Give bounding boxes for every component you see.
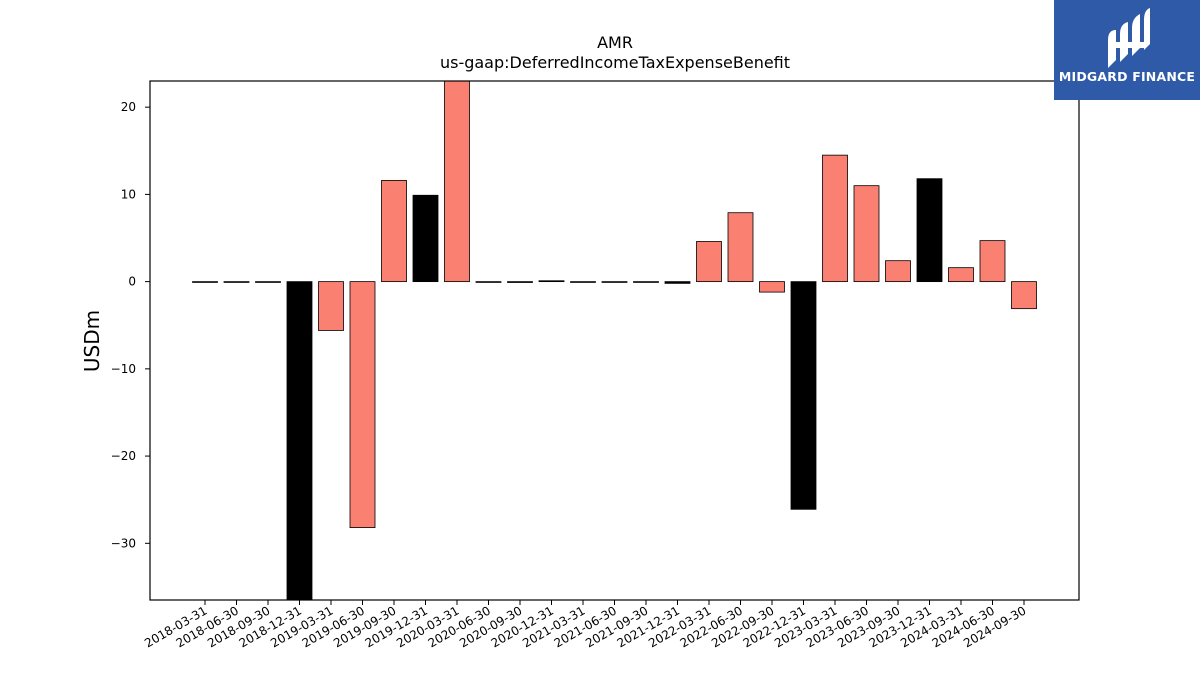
bar-2021-09-30 bbox=[633, 281, 659, 283]
y-axis-label: USDm bbox=[80, 310, 104, 372]
bar-2019-03-31 bbox=[318, 281, 344, 331]
y-tick-label: 10 bbox=[121, 187, 136, 201]
chart-title: AMR bbox=[597, 33, 633, 52]
bar-2023-03-31 bbox=[822, 154, 848, 283]
bar-2022-03-31 bbox=[696, 241, 722, 283]
chart-subtitle: us-gaap:DeferredIncomeTaxExpenseBenefit bbox=[440, 53, 790, 72]
bar-2020-03-31 bbox=[444, 80, 470, 283]
plot-frame bbox=[149, 80, 1080, 601]
y-tick-label: −30 bbox=[111, 536, 136, 550]
bar-2021-03-31 bbox=[570, 281, 596, 283]
bar-2022-09-30 bbox=[759, 281, 785, 293]
bar-2018-09-30 bbox=[255, 281, 281, 283]
bar-2018-06-30 bbox=[223, 281, 250, 283]
bar-2019-09-30 bbox=[381, 180, 407, 283]
y-tick-label: −10 bbox=[111, 362, 136, 376]
bar-2020-06-30 bbox=[475, 281, 502, 283]
y-tick-label: 20 bbox=[121, 100, 136, 114]
bar-2021-12-31 bbox=[664, 281, 691, 284]
bar-2022-12-31 bbox=[790, 281, 817, 510]
bar-2023-06-30 bbox=[853, 185, 880, 283]
bar-2020-12-31 bbox=[538, 280, 565, 283]
bar-2021-06-30 bbox=[601, 281, 628, 283]
midgard-logo-icon bbox=[1108, 8, 1150, 68]
bar-2023-09-30 bbox=[885, 260, 911, 283]
bar-2024-03-31 bbox=[948, 267, 974, 283]
bar-2019-06-30 bbox=[349, 281, 376, 529]
brand-name: MIDGARD FINANCE bbox=[1058, 69, 1196, 84]
x-ticks-group: 2018-03-312018-06-302018-09-302018-12-31… bbox=[142, 600, 1029, 650]
y-tick-label: 0 bbox=[128, 275, 136, 289]
bar-2024-06-30 bbox=[979, 240, 1006, 283]
bar-2018-12-31 bbox=[286, 281, 313, 601]
y-tick-label: −20 bbox=[111, 449, 136, 463]
bar-2024-09-30 bbox=[1011, 281, 1037, 310]
bar-2023-12-31 bbox=[916, 178, 943, 283]
brand-logo: MIDGARD FINANCE bbox=[1054, 0, 1200, 100]
bar-2022-06-30 bbox=[727, 212, 754, 283]
bar-2019-12-31 bbox=[412, 194, 439, 283]
bar-2018-03-31 bbox=[192, 281, 218, 283]
y-ticks-group: −30 −20 −10 0 10 20 bbox=[111, 100, 150, 550]
bars-group bbox=[192, 80, 1037, 601]
bar-2020-09-30 bbox=[507, 281, 533, 283]
